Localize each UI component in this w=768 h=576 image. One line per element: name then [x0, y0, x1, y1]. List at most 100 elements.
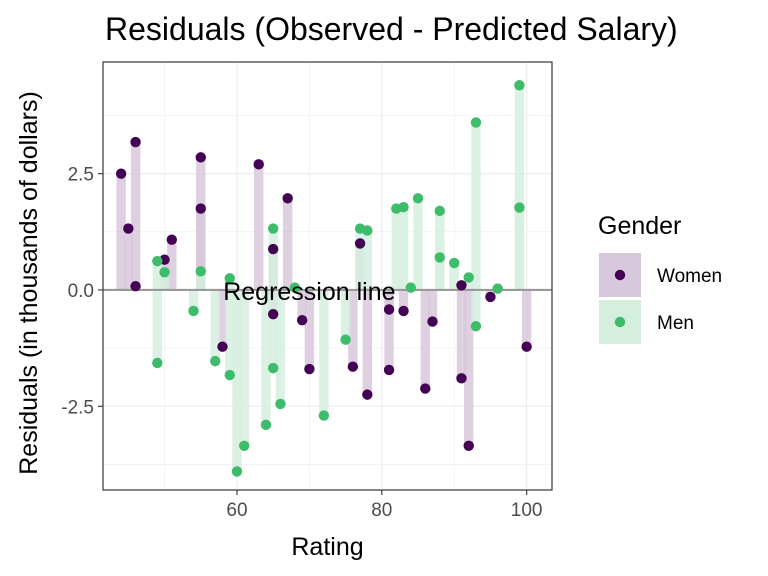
residual-band-women [464, 289, 474, 446]
legend-label-women: Women [657, 266, 722, 287]
point-women [166, 234, 177, 245]
residual-band-women [456, 289, 467, 379]
point-men [231, 466, 243, 477]
point-men [267, 362, 279, 374]
regression-line-label: Regression line [223, 278, 395, 306]
residual-band-men [188, 289, 199, 311]
point-men [289, 282, 301, 293]
residual-band-men [225, 278, 235, 290]
residual-bands [116, 85, 532, 472]
y-axis-ticks: -2.5 0.0 2.5 [61, 165, 103, 418]
residual-band-men [435, 257, 445, 290]
residual-band-men [471, 289, 481, 327]
residual-band-men [391, 208, 402, 290]
x-tick-label: 100 [511, 500, 543, 521]
residual-band-men [268, 228, 278, 290]
point-women [398, 305, 409, 317]
point-women [130, 281, 141, 292]
point-men [260, 419, 272, 431]
point-men [412, 193, 424, 204]
residual-band-women [282, 198, 293, 290]
point-men [275, 398, 286, 410]
residual-band-men [239, 289, 249, 446]
residual-band-women [196, 208, 206, 290]
y-tick-label: -2.5 [61, 397, 94, 418]
residual-band-women [521, 289, 532, 347]
point-men [195, 266, 206, 277]
point-men [224, 273, 235, 284]
residual-band-women [217, 289, 228, 347]
point-men [152, 357, 163, 369]
point-women [427, 316, 438, 327]
point-men [470, 117, 482, 128]
residual-band-women [130, 142, 141, 290]
residual-band-men [210, 289, 220, 362]
chart-title: Residuals (Observed - Predicted Salary) [105, 11, 678, 47]
point-men [514, 80, 525, 91]
x-tick-label: 60 [226, 500, 247, 521]
point-men [210, 355, 221, 367]
point-women [521, 341, 532, 352]
point-women [463, 440, 474, 452]
point-men [152, 255, 163, 267]
residual-band-men [196, 271, 206, 290]
residual-band-women [116, 173, 126, 290]
residual-band-men [514, 85, 525, 290]
point-women [296, 314, 308, 326]
residual-band-men [355, 228, 365, 290]
point-women [383, 304, 395, 315]
residual-band-women [398, 289, 409, 311]
plot-panel-border [102, 61, 553, 491]
point-women [485, 291, 496, 303]
x-tick-label: 80 [371, 500, 392, 521]
residual-band-women [167, 239, 177, 290]
point-women [347, 361, 359, 372]
point-women [267, 308, 279, 320]
residual-band-men [449, 262, 459, 290]
residual-band-women [420, 289, 430, 389]
point-women [115, 168, 127, 179]
point-men [224, 369, 235, 381]
point-women [195, 203, 206, 214]
point-men [267, 223, 279, 234]
residual-band-men [268, 289, 278, 369]
point-women [354, 238, 366, 249]
point-men [159, 267, 170, 278]
legend-dot-women [614, 269, 626, 281]
y-axis-label: Residuals (in thousands of dollars) [15, 91, 43, 475]
point-men [318, 410, 330, 421]
residual-band-men [319, 289, 329, 416]
residual-band-men [261, 289, 271, 425]
point-women [217, 341, 228, 352]
point-men [362, 225, 373, 236]
y-tick-label: 0.0 [68, 281, 94, 302]
x-axis-ticks: 60 80 100 [226, 490, 543, 521]
residual-band-women [123, 228, 134, 290]
point-women [130, 136, 141, 148]
point-women [253, 159, 264, 170]
point-women [362, 389, 373, 400]
legend: Gender Women Men [598, 212, 722, 344]
point-men [463, 272, 474, 283]
point-women [420, 383, 431, 394]
point-women [304, 363, 315, 375]
point-men [514, 202, 525, 213]
residual-band-women [384, 289, 394, 370]
x-axis-label: Rating [291, 533, 363, 561]
legend-label-men: Men [657, 313, 694, 334]
residual-band-men [514, 207, 525, 290]
residual-band-men [413, 198, 423, 290]
point-men [470, 321, 482, 332]
residual-band-women [253, 164, 264, 290]
residual-band-women [348, 289, 358, 367]
residual-band-men [435, 210, 445, 290]
point-men [188, 305, 199, 317]
residual-band-women [304, 289, 315, 370]
point-men [239, 440, 250, 452]
legend-title: Gender [598, 212, 681, 240]
residual-band-men [152, 289, 163, 363]
point-women [282, 193, 293, 204]
residual-band-women [362, 289, 373, 395]
residual-band-men [362, 230, 373, 290]
